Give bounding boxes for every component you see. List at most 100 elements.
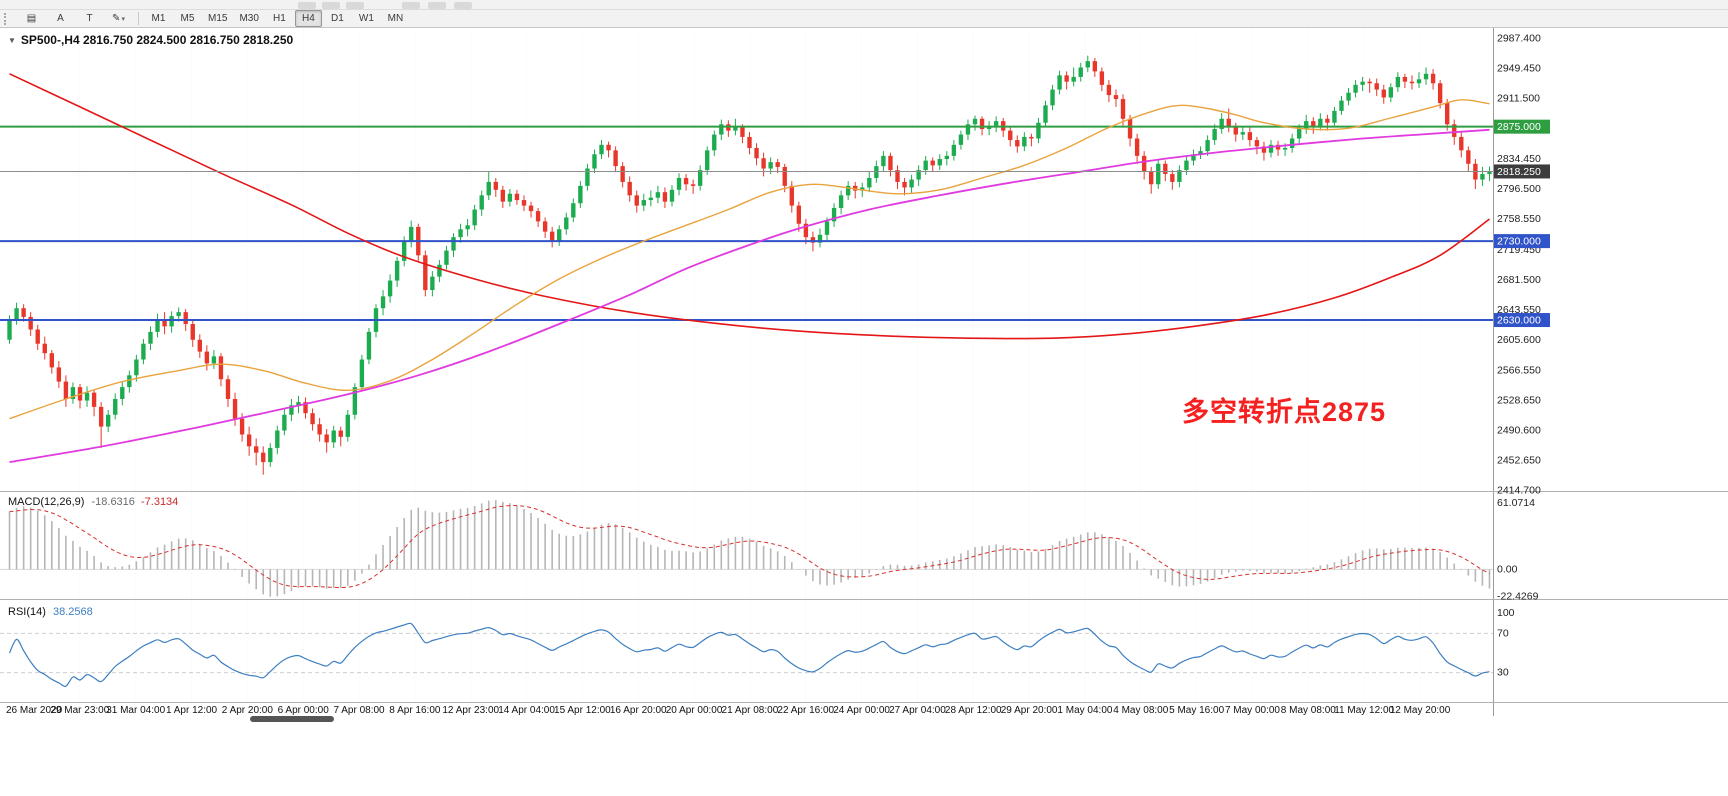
candle-body [1127,118,1133,139]
timeframe-h4-button[interactable]: H4 [294,10,322,27]
macd-panel[interactable] [0,494,1493,598]
candle-body [683,177,689,185]
candle-body [669,189,675,202]
candle-body [1325,118,1330,123]
candle-body [98,406,104,427]
candle-body [1353,84,1358,93]
candle-body [606,144,611,151]
timeframe-m1-button[interactable]: M1 [151,13,166,24]
horizontal-scrollbar-thumb[interactable] [250,716,334,722]
candle-body [451,237,456,251]
candle-body [162,320,167,327]
toolbar-drag-handle[interactable] [4,12,12,25]
candle-body [853,185,858,191]
grid-lines [23,29,1421,702]
macd-main-value: -18.6316 [91,496,135,508]
candle-body [860,187,865,191]
level-2730.000-badge [1494,234,1550,249]
candle-body [134,359,139,376]
rsi-line [8,622,1490,687]
candle-body [1395,76,1401,88]
candle-body [1092,61,1098,72]
price-axis-label: 2911.500 [1497,92,1540,104]
panel-borders [0,28,1728,716]
timeframe-m15-button[interactable]: M15 [208,13,228,24]
rsi-axis-label: 100 [1497,607,1515,619]
time-axis-label: 29 Mar 23:00 [50,705,109,716]
price-axis[interactable]: 2987.400 2949.450 2911.500 2834.450 2796.500… [1494,32,1550,679]
time-axis-label: 8 Apr 16:00 [389,705,441,716]
candle-body [296,402,301,406]
level-2875.000-badge-label: 2875.000 [1497,121,1541,133]
timeframe-m5-button[interactable]: M5 [180,13,195,24]
text-tool-button[interactable]: T [86,13,93,24]
candle-body [1416,79,1422,84]
level-2630.000-badge [1494,313,1550,328]
candle-body [796,205,802,224]
candle-body [578,185,583,204]
drawing-color-button[interactable]: ✎▾ [112,13,125,24]
candle-body [845,185,851,196]
timeframe-w1-button[interactable]: W1 [358,13,374,24]
toolbar-fragment-icon [322,2,340,9]
candle-body [1198,151,1203,155]
candle-body [169,316,174,327]
candle-body [14,308,19,321]
candle-body [261,452,266,463]
macd-histogram [8,500,1491,597]
candles [7,55,1492,475]
candle-body [1360,81,1365,85]
candle-body [888,155,893,171]
timeframe-mn-button[interactable]: MN [387,13,404,24]
candle-body [620,166,625,182]
candle-body [91,392,97,407]
horizontal-level-lines[interactable] [0,125,1493,322]
candle-body [458,229,463,238]
candle-body [1226,118,1231,127]
candle-body [1304,121,1309,130]
one-click-trading-arrow-icon[interactable]: ▼ [8,35,16,45]
candle-body [958,134,964,145]
candle-body [275,430,280,448]
chart-layout-button[interactable]: ▤ [26,13,37,24]
cursor-tool-button[interactable]: A [57,13,64,24]
candle-body [585,168,590,186]
time-axis-label: 24 Apr 00:00 [833,705,890,716]
candle-body [42,343,47,354]
time-axis-label: 4 May 08:00 [1113,705,1168,716]
timeframe-d1-button[interactable]: D1 [331,13,344,24]
timeframe-m30-button[interactable]: M30 [239,13,259,24]
candle-body [148,331,153,344]
timeframe-h1-button[interactable]: H1 [273,13,286,24]
candle-body [542,221,548,232]
candle-body [881,155,886,167]
candle-body [70,387,76,399]
candle-body [1381,89,1386,98]
candle-body [331,430,336,443]
candle-body [394,260,400,281]
time-axis-label: 1 Apr 12:00 [166,705,218,716]
price-axis-label: 2643.550 [1497,304,1541,316]
candle-body [1459,136,1464,151]
time-axis-label: 7 Apr 08:00 [333,705,385,716]
price-axis-label: 2566.550 [1497,365,1541,377]
candle-body [944,155,950,160]
candle-body [613,150,618,167]
rsi-name: RSI(14) [8,606,46,618]
candle-body [239,418,245,435]
candle-body [564,217,569,230]
candle-body [444,250,449,265]
price-axis-label: 2681.500 [1497,274,1541,286]
candle-body [352,387,358,415]
price-annotation-text: 多空转折点2875 [1182,397,1387,427]
candle-body [655,192,661,198]
candle-body [423,255,428,291]
candle-body [535,211,541,222]
candle-body [1191,154,1196,161]
rsi-panel[interactable] [0,604,1493,702]
candle-body [993,121,999,126]
time-axis-label: 12 May 20:00 [1390,705,1451,716]
candle-body [923,160,928,171]
